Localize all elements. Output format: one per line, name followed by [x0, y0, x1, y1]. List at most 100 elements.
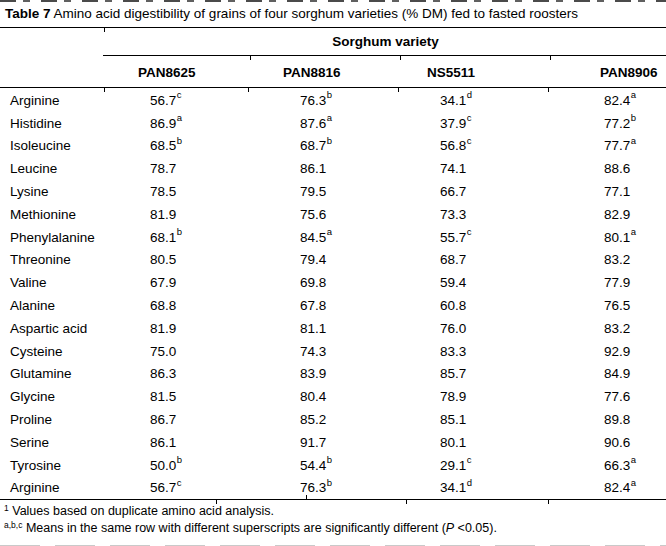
value-cell-pan8816: 85.2 [245, 412, 395, 427]
value: 74.1 [440, 161, 466, 176]
table-row: Arginine 56.7c 76.3b 34.1d 82.4a [0, 477, 666, 500]
value-cell-pan8625: 86.9a [105, 116, 245, 131]
value: 86.7 [150, 412, 176, 427]
value-cell-pan8906: 88.6 [548, 161, 666, 176]
amino-acid-name: Isoleucine [0, 138, 105, 153]
column-header-row: PAN8625 PAN8816 NS5511 PAN8906 [0, 56, 666, 87]
rule-tick [548, 88, 549, 92]
value-cell-pan8816: 75.6 [245, 207, 395, 222]
value-cell-pan8816: 76.3b [245, 480, 395, 495]
significance-superscript: b [327, 89, 332, 100]
column-header-pan8816: PAN8816 [245, 65, 395, 87]
rule-under-group-header [103, 55, 666, 56]
value: 80.4 [300, 389, 326, 404]
value: 77.1 [604, 184, 630, 199]
significance-superscript: c [467, 454, 472, 465]
value: 86.1 [300, 161, 326, 176]
table-row: Leucine 78.7 86.1 74.1 88.6 [0, 157, 666, 180]
value: 75.6 [300, 207, 326, 222]
footnote-2-p-symbol: P [446, 521, 454, 535]
value-cell-pan8906: 89.8 [548, 412, 666, 427]
amino-acid-name: Serine [0, 435, 105, 450]
value-cell-pan8816: 79.4 [245, 252, 395, 267]
value-cell-pan8816: 54.4b [245, 458, 395, 473]
table-row: Histidine 86.9a 87.6a 37.9c 77.2b [0, 112, 666, 135]
amino-acid-name: Arginine [0, 93, 105, 108]
table-row: Cysteine 75.0 74.3 83.3 92.9 [0, 340, 666, 363]
value: 54.4 [300, 458, 326, 473]
table-row: Methionine 81.9 75.6 73.3 82.9 [0, 203, 666, 226]
amino-acid-name: Glycine [0, 389, 105, 404]
value-cell-pan8906: 82.4a [548, 480, 666, 495]
table-row: Valine 67.9 69.8 59.4 77.9 [0, 271, 666, 294]
value: 59.4 [440, 275, 466, 290]
table-row: Aspartic acid 81.9 81.1 76.0 83.2 [0, 317, 666, 340]
table-row: Proline 86.7 85.2 85.1 89.8 [0, 408, 666, 431]
value-cell-ns5511: 56.8c [395, 138, 548, 153]
value-cell-pan8816: 74.3 [245, 344, 395, 359]
value-cell-pan8816: 91.7 [245, 435, 395, 450]
value-cell-pan8906: 77.2b [548, 116, 666, 131]
value-cell-ns5511: 37.9c [395, 116, 548, 131]
value: 56.8 [440, 138, 466, 153]
value: 87.6 [300, 116, 326, 131]
rule-tick [550, 56, 551, 60]
value: 86.9 [150, 116, 176, 131]
significance-superscript: a [631, 454, 636, 465]
value-cell-pan8625: 80.5 [105, 252, 245, 267]
amino-acid-name: Glutamine [0, 366, 105, 381]
table-row: Alanine 68.8 67.8 60.8 76.5 [0, 294, 666, 317]
value-cell-pan8816: 83.9 [245, 366, 395, 381]
value-cell-pan8816: 76.3b [245, 93, 395, 108]
value: 81.1 [300, 321, 326, 336]
table-title: Table 7 Amino acid digestibility of grai… [0, 0, 666, 27]
significance-superscript: b [177, 135, 182, 146]
amino-acid-name: Alanine [0, 298, 105, 313]
value-cell-ns5511: 83.3 [395, 344, 548, 359]
group-header-row: Sorghum variety [0, 28, 666, 55]
rule-top [0, 27, 666, 28]
value: 92.9 [604, 344, 630, 359]
significance-superscript: a [327, 226, 332, 237]
table-number: Table 7 [5, 6, 51, 21]
significance-superscript: c [467, 226, 472, 237]
value: 76.3 [300, 93, 326, 108]
value: 75.0 [150, 344, 176, 359]
significance-superscript: c [467, 135, 472, 146]
significance-superscript: c [467, 112, 472, 123]
column-header-blank [0, 65, 105, 87]
value: 78.9 [440, 389, 466, 404]
value: 56.7 [150, 93, 176, 108]
value: 83.2 [604, 252, 630, 267]
value-cell-pan8625: 68.1b [105, 230, 245, 245]
amino-acid-name: Arginine [0, 480, 105, 495]
value: 77.2 [604, 116, 630, 131]
value-cell-pan8625: 78.7 [105, 161, 245, 176]
amino-acid-name: Valine [0, 275, 105, 290]
value-cell-ns5511: 29.1c [395, 458, 548, 473]
value: 68.7 [440, 252, 466, 267]
amino-acid-name: Lysine [0, 184, 105, 199]
value-cell-pan8816: 87.6a [245, 116, 395, 131]
significance-superscript: c [177, 477, 182, 488]
value: 83.9 [300, 366, 326, 381]
value: 34.1 [440, 93, 466, 108]
value: 68.7 [300, 138, 326, 153]
amino-acid-name: Cysteine [0, 344, 105, 359]
column-header-ns5511: NS5511 [395, 65, 548, 87]
table-row: Glycine 81.5 80.4 78.9 77.6 [0, 385, 666, 408]
rule-tick [306, 495, 307, 499]
value-cell-pan8906: 90.6 [548, 435, 666, 450]
rule-tick [400, 56, 401, 60]
value-cell-ns5511: 55.7c [395, 230, 548, 245]
value: 34.1 [440, 480, 466, 495]
amino-acid-name: Proline [0, 412, 105, 427]
significance-superscript: b [327, 477, 332, 488]
value-cell-pan8625: 81.9 [105, 321, 245, 336]
amino-acid-name: Aspartic acid [0, 321, 105, 336]
table-caption: Amino acid digestibility of grains of fo… [54, 6, 578, 21]
significance-superscript: b [327, 135, 332, 146]
value-cell-pan8625: 78.5 [105, 184, 245, 199]
value: 85.7 [440, 366, 466, 381]
value: 77.9 [604, 275, 630, 290]
